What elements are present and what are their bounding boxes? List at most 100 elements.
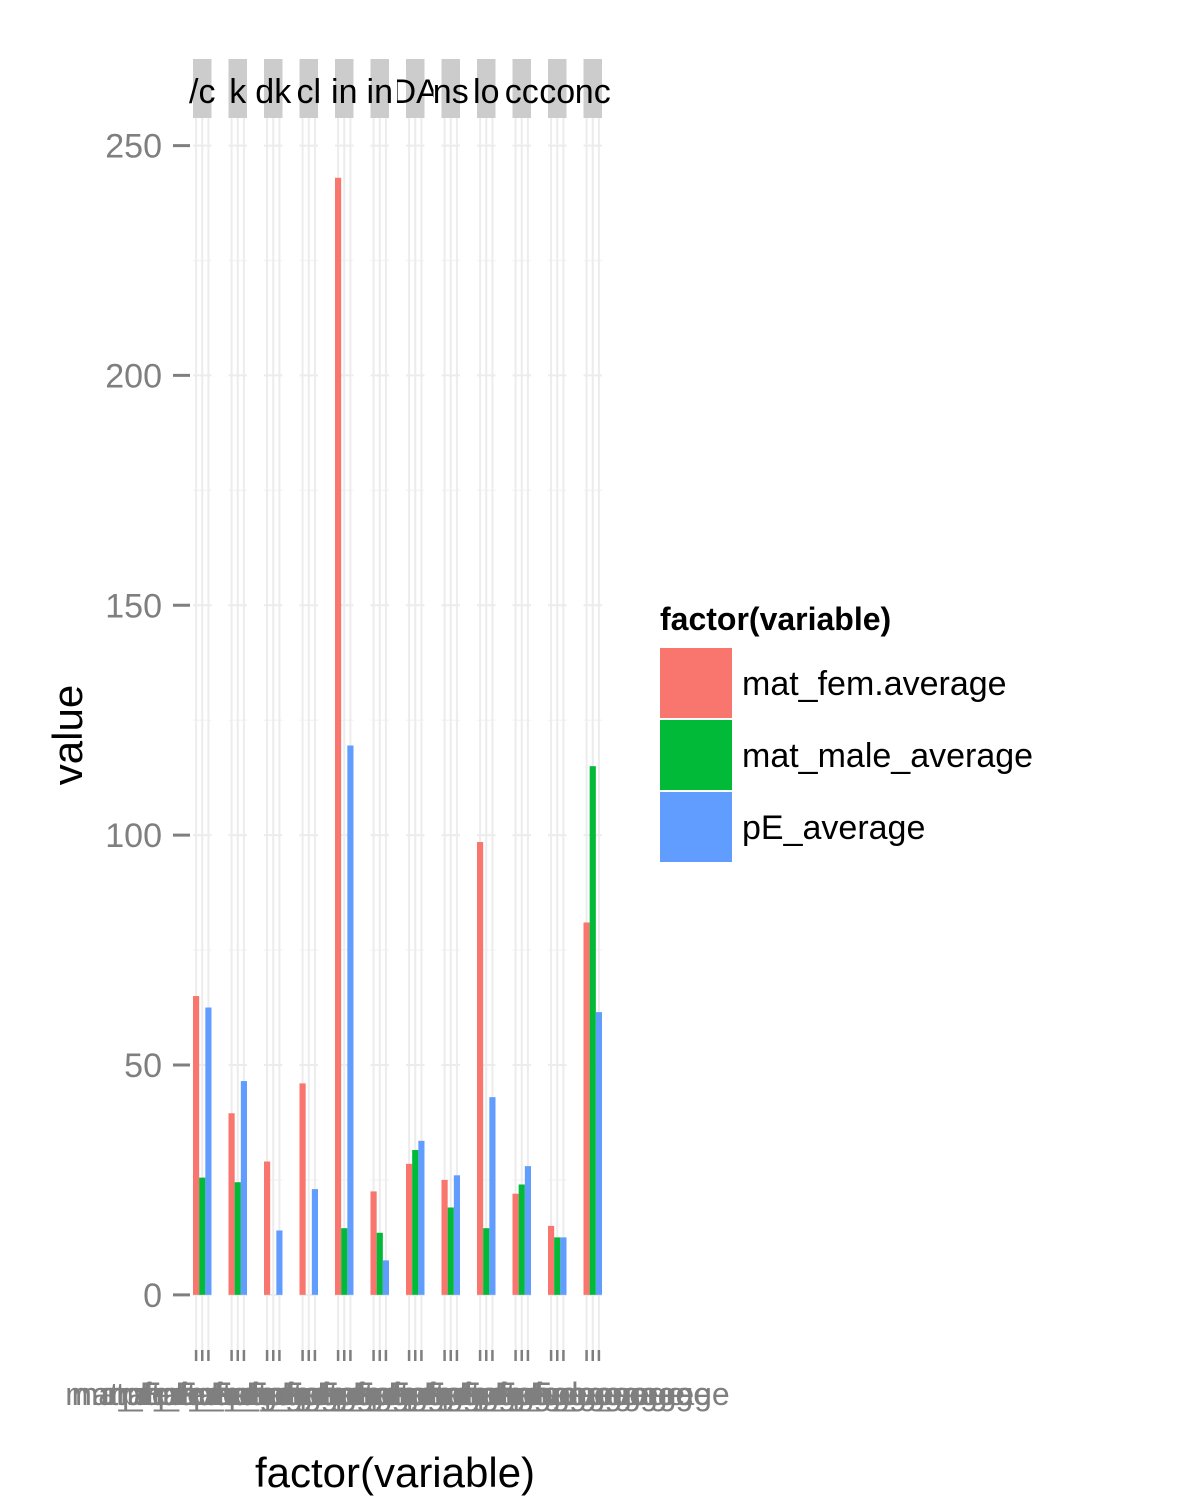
x-axis: mat_fem.averagemat_male_averagepE_averag… xyxy=(65,1350,730,1412)
bar xyxy=(228,1113,235,1295)
x-tick-label: mat_fem.average xyxy=(178,1376,427,1412)
facet-strip-label: cl xyxy=(296,73,321,111)
x-tick-label: mat_fem.average xyxy=(143,1376,392,1412)
x-tick-label: mat_male_average xyxy=(172,1376,446,1412)
x-tick-label: mat_fem.average xyxy=(427,1376,676,1412)
legend-label: mat_fem.average xyxy=(742,665,1007,703)
x-tick-label: mat_male_average xyxy=(243,1376,517,1412)
x-tick-label: mat_fem.average xyxy=(320,1376,569,1412)
facet-strip-label: nc xyxy=(575,73,611,111)
x-tick-label: mat_fem.average xyxy=(356,1376,605,1412)
legend-title: factor(variable) xyxy=(660,601,891,637)
bar xyxy=(199,1177,206,1295)
bar xyxy=(489,1097,496,1295)
x-tick-label: pE_average xyxy=(229,1376,402,1412)
bar xyxy=(441,1179,448,1295)
x-tick-label: pE_average xyxy=(406,1376,579,1412)
y-tick-label: 250 xyxy=(105,128,162,166)
bar xyxy=(560,1237,567,1295)
x-tick-label: pE_average xyxy=(371,1376,544,1412)
legend-key xyxy=(660,720,732,790)
bar xyxy=(264,1161,271,1295)
y-tick-label: 0 xyxy=(143,1277,162,1315)
x-axis-title: factor(variable) xyxy=(255,1449,535,1496)
x-tick-label: mat_fem.average xyxy=(391,1376,640,1412)
x-tick-label: pE_average xyxy=(158,1376,331,1412)
grid-layer xyxy=(193,118,602,1350)
bar xyxy=(518,1184,525,1295)
bar xyxy=(554,1237,561,1295)
bar xyxy=(347,745,354,1295)
legend-label: pE_average xyxy=(742,809,925,847)
bar xyxy=(276,1230,283,1295)
bar xyxy=(341,1228,348,1295)
facet-strip xyxy=(441,59,460,118)
facet-strip-label: ns xyxy=(433,73,469,111)
bar xyxy=(406,1163,413,1295)
facet-strip-label: in xyxy=(331,73,357,111)
x-tick-label: pE_average xyxy=(477,1376,650,1412)
facet-strip xyxy=(264,59,283,118)
y-axis: 0 50 100 150 200 250 xyxy=(105,128,190,1315)
bar xyxy=(376,1232,383,1295)
facet-strip xyxy=(406,59,425,118)
x-tick-label: mat_male_average xyxy=(385,1376,659,1412)
bar xyxy=(512,1193,519,1295)
facet-strip xyxy=(228,59,247,118)
bar xyxy=(447,1207,454,1295)
facet-strip-label: in xyxy=(367,73,393,111)
bar xyxy=(193,996,200,1295)
facet-strip-label: lo xyxy=(473,73,499,111)
legend-key xyxy=(660,648,732,718)
x-tick-label: pE_average xyxy=(300,1376,473,1412)
facet-strip-label: cc xyxy=(505,73,539,111)
x-tick-label: mat_male_average xyxy=(314,1376,588,1412)
bar xyxy=(311,1189,318,1295)
x-tick-label: pE_average xyxy=(122,1376,295,1412)
facet-strip xyxy=(193,59,212,118)
facet-strip xyxy=(477,59,496,118)
x-tick-label: pE_average xyxy=(264,1376,437,1412)
bar xyxy=(548,1225,555,1295)
x-tick-label: mat_fem.average xyxy=(462,1376,711,1412)
bar xyxy=(524,1166,531,1295)
x-tick-label: mat_male_average xyxy=(420,1376,694,1412)
x-tick-label: mat_male_average xyxy=(136,1376,410,1412)
facet-strip xyxy=(370,59,389,118)
x-tick-label: mat_male_average xyxy=(278,1376,552,1412)
legend: factor(variable) mat_fem.average mat_male… xyxy=(660,601,1033,862)
bar xyxy=(234,1182,241,1295)
facet-strip xyxy=(299,59,318,118)
facet-strip-label: k xyxy=(229,73,247,111)
x-tick-label: pE_average xyxy=(442,1376,615,1412)
x-tick-label: mat_fem.average xyxy=(107,1376,356,1412)
y-tick-label: 200 xyxy=(105,357,162,395)
x-tick-label: mat_male_average xyxy=(65,1376,339,1412)
facet-strip-label: co xyxy=(539,73,575,111)
bar xyxy=(477,842,484,1295)
x-tick-label: mat_male_average xyxy=(101,1376,375,1412)
bar xyxy=(589,766,596,1295)
legend-key xyxy=(660,792,732,862)
facet-strip xyxy=(335,59,354,118)
facet-strip-label: dk xyxy=(255,73,292,111)
facet-strip-label: /c xyxy=(189,73,215,111)
x-tick-label: mat_fem.average xyxy=(249,1376,498,1412)
bars-layer xyxy=(193,177,602,1295)
bar xyxy=(382,1260,389,1295)
facet-strip xyxy=(548,59,567,118)
x-tick-label: mat_male_average xyxy=(349,1376,623,1412)
x-tick-label: pE_average xyxy=(335,1376,508,1412)
facet-strip xyxy=(512,59,531,118)
x-tick-label: mat_fem.average xyxy=(285,1376,534,1412)
bar xyxy=(370,1191,377,1295)
y-axis-title: value xyxy=(44,685,91,785)
bar xyxy=(205,1007,212,1295)
x-tick-label: mat_fem.average xyxy=(214,1376,463,1412)
x-tick-label: pE_average xyxy=(193,1376,366,1412)
bar xyxy=(483,1228,490,1295)
facet-strip-label: DA xyxy=(392,73,440,111)
bar xyxy=(583,922,590,1295)
